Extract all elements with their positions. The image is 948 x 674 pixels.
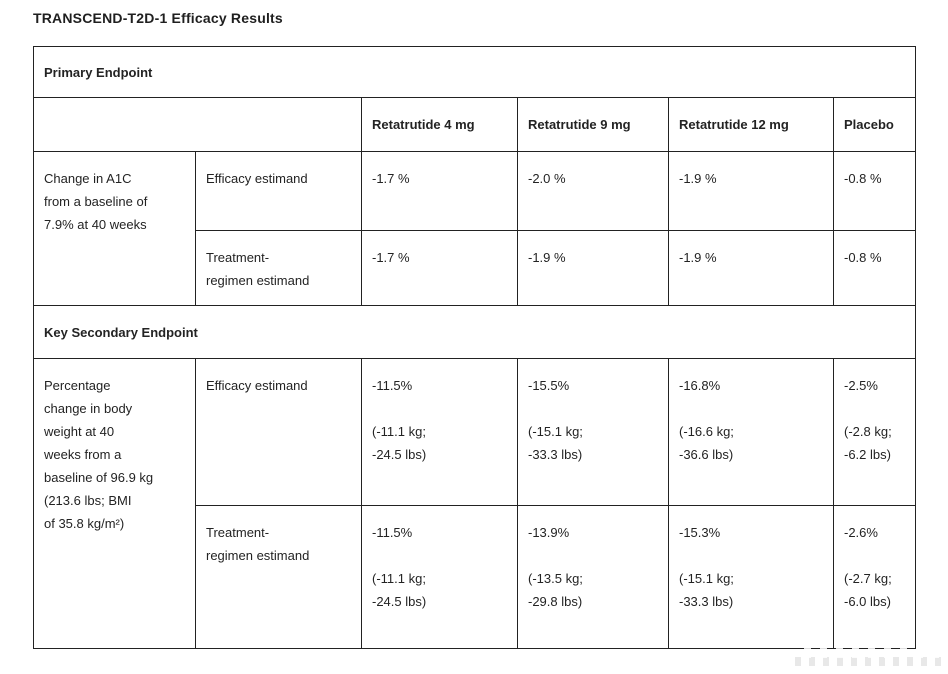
value-cell-secondary-treatment-placebo: -2.6% (-2.7 kg; -6.0 lbs): [832, 505, 917, 649]
value-cell-secondary-efficacy-4mg: -11.5% (-11.1 kg; -24.5 lbs): [361, 358, 518, 506]
results-table: Primary Endpoint Retatrutide 4 mg Retatr…: [32, 46, 917, 649]
secondary-endpoint-section-row: Key Secondary Endpoint: [32, 305, 917, 359]
column-header-placebo: Placebo: [832, 97, 917, 152]
value-cell-primary-treatment-12mg: -1.9 %: [668, 230, 834, 306]
row-label-a1c-change: Change in A1C from a baseline of 7.9% at…: [33, 151, 196, 306]
secondary-efficacy-row: Percentage change in body weight at 40 w…: [33, 358, 917, 649]
estimand-label-secondary-efficacy: Efficacy estimand: [195, 358, 362, 506]
row-label-body-weight-change: Percentage change in body weight at 40 w…: [33, 358, 196, 649]
secondary-treatment-regimen-row: Treatment- regimen estimand -11.5% (-11.…: [34, 505, 917, 649]
value-cell-primary-efficacy-9mg: -2.0 %: [517, 151, 669, 231]
value-cell-primary-treatment-4mg: -1.7 %: [361, 230, 518, 306]
column-header-retatrutide-4mg: Retatrutide 4 mg: [361, 97, 518, 152]
value-cell-primary-treatment-placebo: -0.8 %: [832, 230, 917, 306]
value-cell-secondary-treatment-4mg: -11.5% (-11.1 kg; -24.5 lbs): [361, 505, 518, 649]
page-title: TRANSCEND-T2D-1 Efficacy Results: [33, 10, 283, 26]
estimand-label-primary-efficacy: Efficacy estimand: [195, 151, 362, 231]
value-cell-secondary-treatment-12mg: -15.3% (-15.1 kg; -33.3 lbs): [668, 505, 834, 649]
primary-efficacy-row: Change in A1C from a baseline of 7.9% at…: [33, 151, 917, 306]
estimand-label-primary-treatment: Treatment- regimen estimand: [195, 230, 362, 306]
value-cell-secondary-efficacy-12mg: -16.8% (-16.6 kg; -36.6 lbs): [668, 358, 834, 506]
section-header-secondary: Key Secondary Endpoint: [32, 305, 917, 359]
value-cell-primary-efficacy-placebo: -0.8 %: [832, 151, 917, 231]
column-header-row: Retatrutide 4 mg Retatrutide 9 mg Retatr…: [33, 97, 917, 152]
value-cell-secondary-efficacy-placebo: -2.5% (-2.8 kg; -6.2 lbs): [832, 358, 917, 506]
section-header-primary: Primary Endpoint: [32, 46, 917, 98]
value-cell-secondary-treatment-9mg: -13.9% (-13.5 kg; -29.8 lbs): [517, 505, 669, 649]
value-cell-primary-efficacy-12mg: -1.9 %: [668, 151, 834, 231]
column-header-retatrutide-9mg: Retatrutide 9 mg: [517, 97, 669, 152]
column-header-retatrutide-12mg: Retatrutide 12 mg: [668, 97, 834, 152]
value-cell-primary-treatment-9mg: -1.9 %: [517, 230, 669, 306]
value-cell-secondary-efficacy-9mg: -15.5% (-15.1 kg; -33.3 lbs): [517, 358, 669, 506]
primary-endpoint-section-row: Primary Endpoint: [32, 46, 917, 98]
header-empty-cell: [33, 97, 362, 152]
value-cell-primary-efficacy-4mg: -1.7 %: [361, 151, 518, 231]
estimand-label-secondary-treatment: Treatment- regimen estimand: [195, 505, 362, 649]
